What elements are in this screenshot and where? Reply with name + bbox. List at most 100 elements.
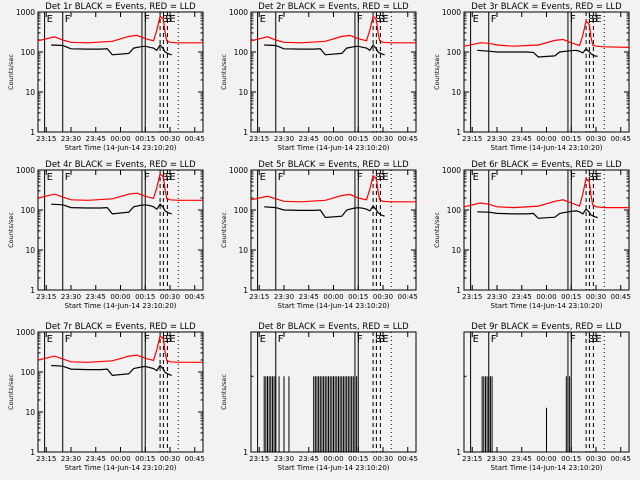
- marker-label: E: [382, 14, 388, 25]
- marker-label: F: [278, 334, 284, 345]
- x-tick-label: 23:15: [36, 293, 56, 301]
- events-line: [477, 208, 598, 219]
- y-tick-label: 10: [238, 246, 248, 255]
- x-tick-label: 23:30: [487, 293, 507, 301]
- y-tick-label: 1: [243, 448, 248, 457]
- x-axis-label: Start Time (14-Jun-14 23:10:20): [65, 464, 177, 472]
- y-tick-label: 1000: [16, 166, 35, 175]
- events-line: [51, 364, 172, 377]
- marker-label: E: [47, 334, 53, 345]
- marker-label: S: [162, 14, 168, 25]
- marker-label: F: [65, 14, 71, 25]
- x-tick-label: 00:30: [373, 455, 393, 463]
- panel-title: Det 7r BLACK = Events, RED = LLD: [45, 322, 196, 332]
- x-tick-label: 00:00: [323, 135, 343, 143]
- marker-label: E: [595, 334, 601, 345]
- y-tick-label: 100: [21, 48, 36, 57]
- marker-label: S: [375, 172, 381, 183]
- marker-label: F: [357, 172, 363, 183]
- x-tick-label: 00:45: [185, 455, 205, 463]
- marker-label: S: [378, 14, 384, 25]
- detector-panel-8: Det 8r BLACK = Events, RED = LLD Counts/s…: [220, 322, 418, 472]
- marker-label: S: [375, 334, 381, 345]
- marker-label: S: [378, 172, 384, 183]
- marker-label: E: [595, 172, 601, 183]
- marker-label: S: [165, 172, 171, 183]
- panel-title: Det 9r BLACK = Events, RED = LLD: [471, 322, 622, 332]
- x-tick-label: 23:30: [61, 293, 81, 301]
- detector-panel-4: Det 4r BLACK = Events, RED = LLD Counts/s…: [7, 160, 205, 310]
- y-tick-label: 100: [447, 48, 462, 57]
- marker-label: S: [165, 334, 171, 345]
- panel-title: Det 2r BLACK = Events, RED = LLD: [258, 2, 409, 12]
- x-tick-label: 00:45: [611, 293, 631, 301]
- panel-title: Det 5r BLACK = Events, RED = LLD: [258, 160, 409, 170]
- x-tick-label: 00:30: [586, 455, 606, 463]
- marker-label: E: [382, 334, 388, 345]
- marker-label: F: [144, 334, 150, 345]
- x-axis-label: Start Time (14-Jun-14 23:10:20): [65, 144, 177, 152]
- marker-label: F: [491, 334, 497, 345]
- y-axis-label: Counts/sec: [433, 212, 441, 248]
- y-tick-label: 1: [456, 286, 461, 295]
- x-tick-label: 23:30: [274, 455, 294, 463]
- x-tick-label: 23:45: [86, 293, 106, 301]
- detector-panel-3: Det 3r BLACK = Events, RED = LLD Counts/s…: [433, 2, 631, 152]
- x-tick-label: 00:00: [536, 293, 556, 301]
- y-tick-label: 1: [30, 286, 35, 295]
- x-tick-label: 00:15: [348, 455, 368, 463]
- x-tick-label: 23:45: [299, 455, 319, 463]
- y-axis-label: Counts/sec: [7, 374, 15, 410]
- y-axis-label: Counts/sec: [220, 54, 228, 90]
- y-tick-label: 10: [451, 88, 461, 97]
- y-axis-label: Counts/sec: [220, 374, 228, 410]
- x-axis-label: Start Time (14-Jun-14 23:10:20): [278, 144, 390, 152]
- x-tick-label: 23:15: [36, 135, 56, 143]
- x-axis-label: Start Time (14-Jun-14 23:10:20): [491, 464, 603, 472]
- x-tick-label: 00:15: [348, 293, 368, 301]
- x-axis-label: Start Time (14-Jun-14 23:10:20): [491, 144, 603, 152]
- x-tick-label: 23:45: [512, 293, 532, 301]
- detector-panel-5: Det 5r BLACK = Events, RED = LLD Counts/s…: [220, 160, 418, 310]
- events-line: [51, 43, 172, 56]
- x-tick-label: 00:45: [185, 293, 205, 301]
- x-tick-label: 23:15: [249, 455, 269, 463]
- marker-label: S: [588, 334, 594, 345]
- y-tick-label: 1: [243, 286, 248, 295]
- x-tick-label: 23:45: [512, 135, 532, 143]
- x-tick-label: 23:30: [61, 455, 81, 463]
- marker-label: E: [260, 334, 266, 345]
- y-axis-label: Counts/sec: [7, 212, 15, 248]
- y-tick-label: 1000: [442, 8, 461, 17]
- marker-label: S: [165, 14, 171, 25]
- marker-label: F: [357, 334, 363, 345]
- marker-label: S: [591, 172, 597, 183]
- marker-label: S: [162, 172, 168, 183]
- x-tick-label: 23:30: [61, 135, 81, 143]
- marker-label: E: [47, 172, 53, 183]
- y-tick-label: 100: [234, 48, 249, 57]
- lld-line: [37, 172, 203, 201]
- events-line: [264, 205, 385, 219]
- detector-panel-1: Det 1r BLACK = Events, RED = LLD Counts/s…: [7, 2, 205, 152]
- x-tick-label: 00:15: [135, 455, 155, 463]
- x-tick-label: 00:00: [110, 135, 130, 143]
- x-tick-label: 00:30: [160, 455, 180, 463]
- y-tick-label: 1: [30, 448, 35, 457]
- marker-label: S: [378, 334, 384, 345]
- x-tick-label: 00:45: [185, 135, 205, 143]
- x-axis-label: Start Time (14-Jun-14 23:10:20): [278, 302, 390, 310]
- marker-label: S: [588, 14, 594, 25]
- y-tick-label: 1000: [442, 166, 461, 175]
- y-tick-label: 1000: [16, 328, 35, 337]
- marker-label: E: [595, 14, 601, 25]
- marker-label: E: [47, 14, 53, 25]
- x-tick-label: 00:15: [561, 293, 581, 301]
- x-tick-label: 00:00: [323, 293, 343, 301]
- x-tick-label: 00:30: [160, 293, 180, 301]
- x-tick-label: 00:15: [561, 135, 581, 143]
- y-tick-label: 10: [25, 88, 35, 97]
- y-tick-label: 10: [451, 246, 461, 255]
- x-tick-label: 00:45: [398, 293, 418, 301]
- x-tick-label: 00:00: [110, 293, 130, 301]
